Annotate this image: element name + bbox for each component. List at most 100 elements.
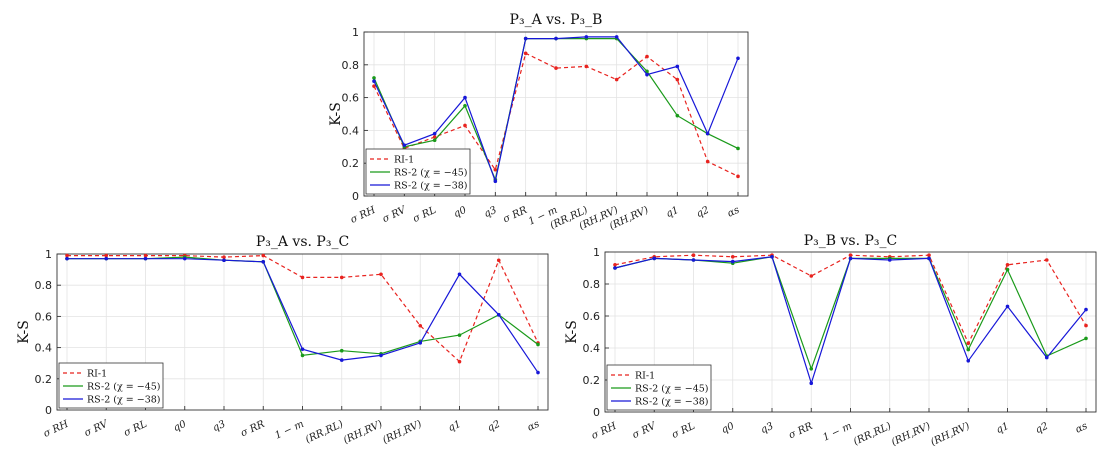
chart-2-legend-label-2: RS-2 (χ = −38)	[635, 397, 709, 408]
chart-1-series-0-point-6	[300, 275, 305, 280]
chart-0-title: P₃_A vs. P₃_B	[510, 12, 603, 28]
chart-1-series-0-point-10	[457, 359, 462, 364]
chart-1-series-2	[65, 256, 540, 375]
chart-2-xtick-label-0: σ RH	[590, 421, 619, 442]
chart-2-series-2-point-3	[730, 259, 735, 264]
chart-2-series-2	[613, 254, 1088, 386]
chart-2-xtick-label-9: (RH,RV)	[929, 421, 971, 449]
chart-1-series-2-point-0	[65, 256, 69, 261]
chart-0-xtick-label-3: q0	[452, 204, 469, 220]
chart-2-series-2-point-0	[613, 266, 617, 270]
chart-0-xtick-label-10: q1	[664, 205, 680, 220]
chart-1-xtick-label-3: q0	[172, 418, 189, 434]
chart-0-series-2-point-12	[736, 56, 740, 61]
chart-1-legend: RI-1 RS-2 (χ = −45) RS-2 (χ = −38)	[58, 362, 164, 409]
chart-0-legend-label-0: RI-1	[394, 155, 414, 166]
chart-0-ytick-label-5: 1	[352, 26, 359, 39]
chart-0-series-1-point-2	[432, 138, 437, 143]
chart-2-series-0-point-6	[848, 253, 853, 257]
chart-2-series-2-point-6	[848, 256, 853, 261]
chart-0-ytick-label-4: 0.8	[342, 59, 360, 72]
chart-1-series-2-point-2	[143, 256, 148, 261]
chart-1-series-2-point-8	[379, 353, 383, 358]
chart-2-series-2-point-1	[652, 256, 657, 261]
chart-0-xtick-label-2: σ RL	[411, 205, 438, 225]
chart-2-xtick-label-8: (RH,RV)	[890, 421, 932, 449]
chart-2-series-2-point-9	[966, 359, 971, 363]
chart-0-series-0-point-2	[432, 135, 437, 139]
chart-0-series-2-point-5	[523, 36, 528, 41]
chart-2-ytick-label-0: 0	[593, 406, 600, 419]
chart-1-xtick-label-0: σ RH	[42, 419, 71, 440]
chart-0-xtick-label-0: σ RH	[349, 205, 378, 226]
chart-2-series-2-point-10	[1005, 304, 1010, 309]
chart-0-series-0-point-10	[675, 77, 680, 82]
chart-1-series-0-point-2	[143, 253, 148, 258]
chart-0-ytick-label-0: 0	[352, 190, 359, 203]
chart-0-series-2-point-2	[432, 131, 437, 136]
chart-0-series-0-point-6	[554, 66, 558, 70]
chart-1-xtick-label-2: σ RL	[122, 419, 149, 439]
chart-2-series-0-point-3	[730, 254, 735, 259]
chart-1-xtick-label-1: σ RV	[83, 418, 111, 439]
chart-panel-a-vs-b: 00.20.40.60.81σ RH σ RV σ RL q0 q3 σ RR1 − m(…	[328, 12, 749, 232]
chart-2-grid	[605, 251, 1096, 413]
chart-0-ytick-label-1: 0.2	[342, 157, 360, 170]
chart-1-series-2-point-3	[182, 256, 187, 261]
chart-0-series-0-point-9	[645, 54, 649, 59]
chart-0-series-0-point-8	[614, 77, 619, 82]
chart-1-xtick-label-4: q3	[211, 419, 227, 434]
chart-1-series-2-point-11	[496, 313, 501, 317]
chart-0-series-0-point-4	[493, 167, 498, 172]
chart-0-series-0	[372, 51, 740, 179]
chart-0-ytick-label-3: 0.6	[342, 92, 360, 105]
chart-2-xtick-label-2: σ RL	[670, 421, 697, 441]
chart-1-ytick-label-2: 0.4	[35, 342, 53, 355]
chart-2-series-2-point-11	[1044, 355, 1049, 360]
chart-2-xtick-label-7: (RR,RL)	[852, 421, 893, 448]
chart-0-series-2-point-0	[372, 79, 376, 83]
chart-0-xtick-label-1: σ RV	[381, 204, 409, 225]
chart-2-xtick-label-12: αs	[1074, 421, 1089, 436]
chart-0-series-0-point-5	[523, 51, 528, 56]
chart-0-series-1-point-0	[372, 76, 376, 80]
chart-2-title: P₃_B vs. P₃_C	[804, 233, 898, 249]
chart-2-ytick-label-5: 1	[593, 246, 600, 259]
chart-1-series-2-point-5	[261, 260, 266, 264]
chart-1-series-1-point-10	[457, 333, 462, 337]
chart-2-xtick-label-1: σ RV	[631, 420, 659, 441]
chart-2-series-1-point-5	[809, 367, 814, 371]
chart-1-xtick-label-12: αs	[526, 419, 541, 434]
chart-1-ytick-label-5: 1	[45, 248, 52, 261]
chart-0-series-1-point-10	[675, 113, 680, 118]
chart-1-series-0-point-7	[339, 275, 344, 280]
chart-2-series-0-point-2	[691, 253, 696, 257]
chart-1-series-0-point-4	[222, 255, 226, 259]
chart-0-series-2-point-1	[402, 143, 407, 147]
chart-2-series-1-point-10	[1005, 267, 1010, 272]
chart-2-series-1-point-9	[966, 347, 971, 352]
chart-1-series-1-point-7	[339, 348, 344, 353]
chart-0-xtick-label-11: q2	[695, 205, 711, 220]
chart-1-series-1-point-6	[300, 353, 305, 358]
chart-0-series-2	[372, 35, 740, 184]
chart-0-series-0-point-12	[736, 174, 740, 179]
chart-1-series-0-point-8	[379, 272, 383, 277]
chart-1-series-2-point-1	[104, 256, 109, 261]
chart-1-xtick-label-11: q2	[486, 419, 502, 434]
chart-2-ytick-label-1: 0.2	[583, 374, 601, 387]
chart-2-series-1-point-12	[1084, 336, 1088, 341]
chart-0-series-2-point-4	[493, 179, 498, 184]
chart-0-xtick-label-4: q3	[482, 205, 498, 220]
chart-0-series-0-point-11	[705, 159, 710, 164]
chart-1-series-0-point-1	[104, 253, 109, 258]
chart-panel-b-vs-c: 00.20.40.60.81σ RH σ RV σ RL q0 q3 σ RR 1 − m(…	[564, 233, 1097, 449]
chart-2-series-0-point-10	[1005, 263, 1010, 267]
chart-2-series-0-point-12	[1084, 323, 1088, 328]
chart-0-series-2-point-11	[705, 131, 710, 136]
chart-1-series-2-point-12	[536, 370, 540, 375]
chart-1-series-0-point-5	[261, 253, 266, 258]
chart-2-xtick-label-4: q3	[759, 421, 775, 436]
chart-0-series-2-point-7	[584, 35, 589, 39]
